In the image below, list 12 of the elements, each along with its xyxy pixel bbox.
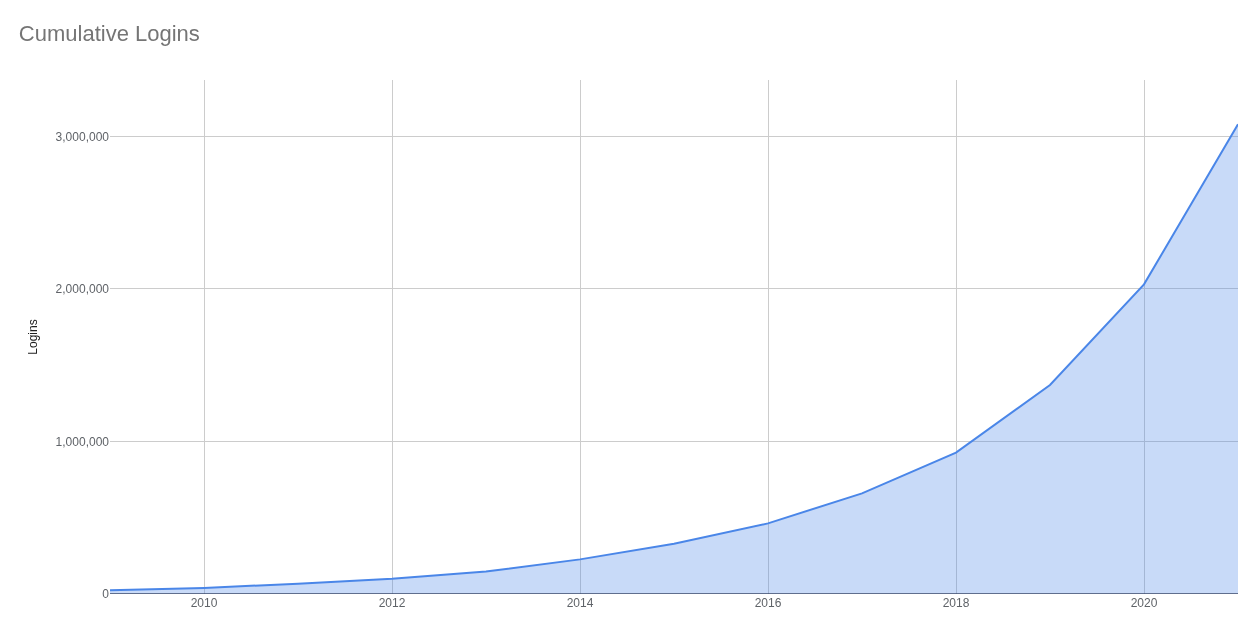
x-tick-label: 2010 [190, 596, 218, 610]
x-tick-label: 2012 [378, 596, 406, 610]
y-tick-label: 1,000,000 [55, 434, 110, 449]
x-tick-label: 2020 [1130, 596, 1158, 610]
x-tick-label: 2018 [942, 596, 970, 610]
y-axis-title: Logins [25, 319, 40, 355]
y-tick-label: 2,000,000 [55, 282, 110, 297]
x-tick-label: 2014 [566, 596, 594, 610]
chart-title: Cumulative Logins [18, 20, 200, 46]
y-tick-label: 3,000,000 [55, 129, 110, 144]
x-tick-label: 2016 [754, 596, 782, 610]
y-tick-label: 0 [102, 587, 110, 602]
